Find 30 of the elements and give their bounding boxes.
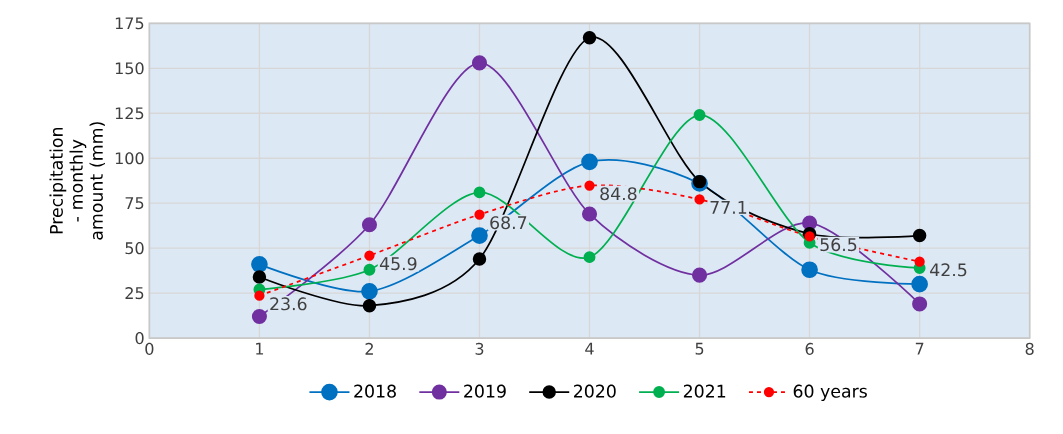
y-axis-title: Precipitation - monthly amount (mm): [49, 122, 105, 240]
data-label: 42.5: [930, 263, 967, 277]
legend-label: 2019: [464, 384, 506, 398]
x-tick-label: 5: [695, 342, 704, 355]
x-tick-label: 1: [256, 342, 264, 355]
data-label: 45.9: [379, 257, 417, 271]
data-label: 84.8: [600, 187, 637, 201]
y-tick-label: 50: [125, 242, 144, 255]
y-tick-label: 125: [115, 107, 144, 120]
data-label: 77.1: [710, 200, 747, 214]
y-tick-label: 25: [125, 287, 144, 300]
legend-label: 60 years: [793, 384, 867, 402]
y-tick-label: 75: [125, 197, 144, 210]
legend-label: 2020: [574, 384, 616, 398]
legend-label: 2018: [354, 384, 396, 398]
y-tick-label: 150: [115, 62, 144, 75]
x-tick-label: 0: [145, 342, 154, 355]
legend-label: 2021: [683, 384, 726, 398]
data-label: 68.7: [490, 216, 527, 230]
x-tick-label: 4: [585, 342, 594, 355]
x-tick-label: 3: [475, 342, 484, 355]
x-tick-label: 6: [805, 342, 814, 355]
y-tick-label: 100: [115, 152, 144, 165]
x-tick-label: 2: [365, 342, 373, 355]
x-tick-label: 8: [1025, 342, 1034, 355]
x-tick-label: 7: [915, 342, 924, 355]
y-tick-label: 175: [115, 17, 144, 30]
data-label: 23.6: [270, 297, 307, 311]
data-label: 56.5: [820, 238, 857, 252]
y-tick-label: 0: [135, 331, 144, 345]
